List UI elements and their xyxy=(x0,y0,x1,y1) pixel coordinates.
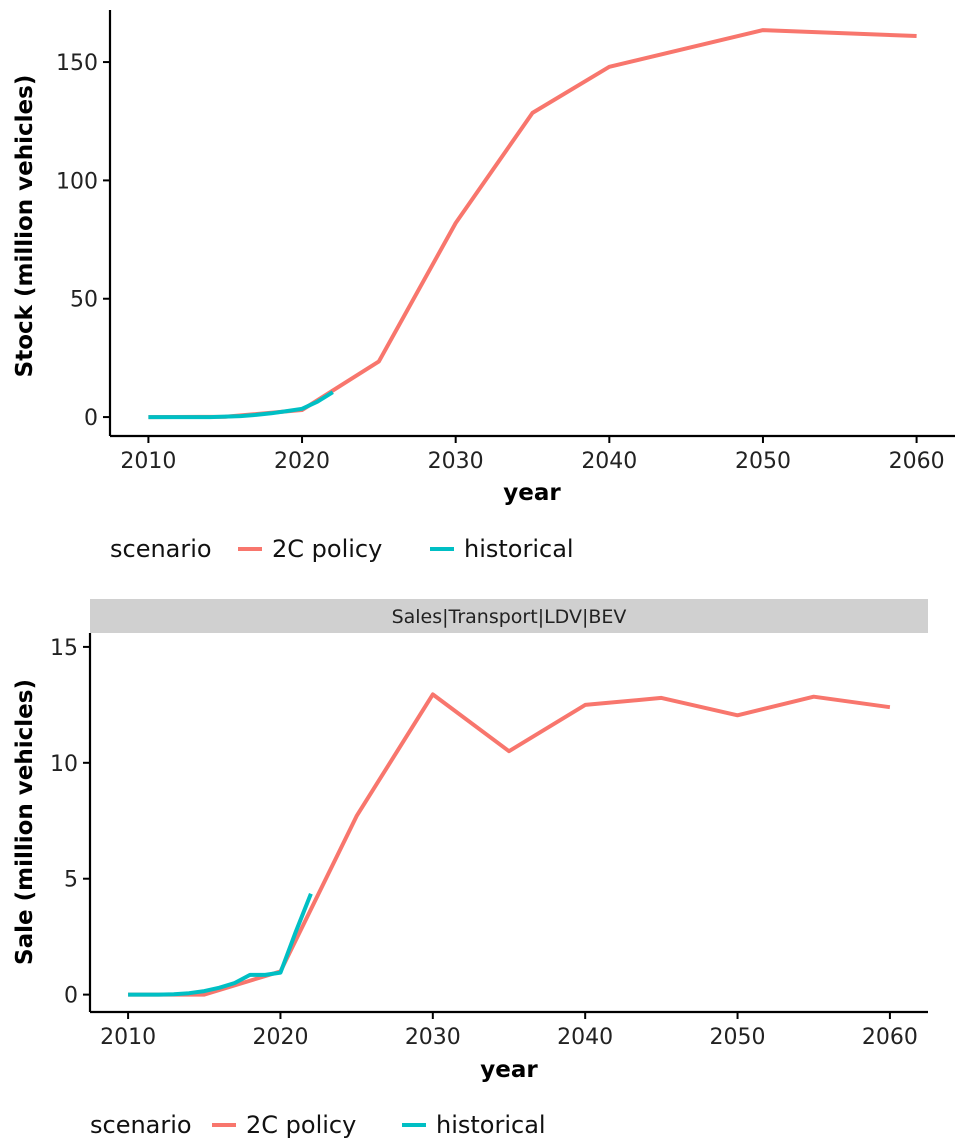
sales-chart: Sales|Transport|LDV|BEV 2010 2020 2030 2040… xyxy=(12,599,928,1139)
stock-y-tick-label: 150 xyxy=(56,51,98,76)
facet-strip xyxy=(90,599,928,633)
sales-legend-title: scenario xyxy=(90,1111,192,1139)
sales-plot-area: 2010 2020 2030 2040 2050 2060 0 5 10 15 xyxy=(50,633,928,1050)
stock-x-tick-label: 2030 xyxy=(428,449,484,474)
stock-legend-label-2c-policy: 2C policy xyxy=(272,535,382,563)
stock-x-tick-label: 2040 xyxy=(581,449,637,474)
stock-x-tick-label: 2020 xyxy=(274,449,330,474)
stock-legend-title: scenario xyxy=(110,535,212,563)
stock-x-tick-label: 2050 xyxy=(735,449,791,474)
sales-y-axis-title: Sale (million vehicles) xyxy=(12,679,38,965)
stock-chart: 2010 2020 2030 2040 2050 2060 0 50 100 150 year S… xyxy=(12,10,955,563)
stock-x-tick-label: 2010 xyxy=(120,449,176,474)
sales-legend-label-2c-policy: 2C policy xyxy=(246,1111,356,1139)
sales-y-tick-label: 15 xyxy=(50,636,78,661)
stock-series-2c-policy xyxy=(148,28,917,420)
sales-x-tick-label: 2020 xyxy=(252,1025,308,1050)
stock-y-tick-label: 100 xyxy=(56,169,98,194)
sales-series-historical xyxy=(128,893,313,997)
stock-x-axis-title: year xyxy=(503,480,561,506)
sales-x-axis-title: year xyxy=(480,1057,538,1083)
sales-legend: scenario 2C policy historical xyxy=(90,1111,546,1139)
stock-y-axis-title: Stock (million vehicles) xyxy=(12,75,38,378)
stock-legend-label-historical: historical xyxy=(464,535,574,563)
sales-x-tick-label: 2030 xyxy=(405,1025,461,1050)
sales-x-tick-label: 2060 xyxy=(862,1025,918,1050)
facet-strip-label: Sales|Transport|LDV|BEV xyxy=(392,606,627,628)
sales-legend-label-historical: historical xyxy=(436,1111,546,1139)
stock-legend: scenario 2C policy historical xyxy=(110,535,574,563)
sales-y-tick-label: 10 xyxy=(50,752,78,777)
sales-x-tick-label: 2040 xyxy=(557,1025,613,1050)
sales-x-tick-label: 2050 xyxy=(710,1025,766,1050)
sales-y-tick-label: 5 xyxy=(64,868,78,893)
stock-series-historical xyxy=(148,390,334,420)
sales-x-tick-label: 2010 xyxy=(100,1025,156,1050)
sales-series-2c-policy xyxy=(128,692,891,997)
sales-y-tick-label: 0 xyxy=(64,984,78,1009)
stock-y-tick-label: 50 xyxy=(70,288,98,313)
stock-x-tick-label: 2060 xyxy=(889,449,945,474)
stock-plot-area: 2010 2020 2030 2040 2050 2060 0 50 100 150 xyxy=(56,10,955,474)
stock-y-tick-label: 0 xyxy=(84,406,98,431)
